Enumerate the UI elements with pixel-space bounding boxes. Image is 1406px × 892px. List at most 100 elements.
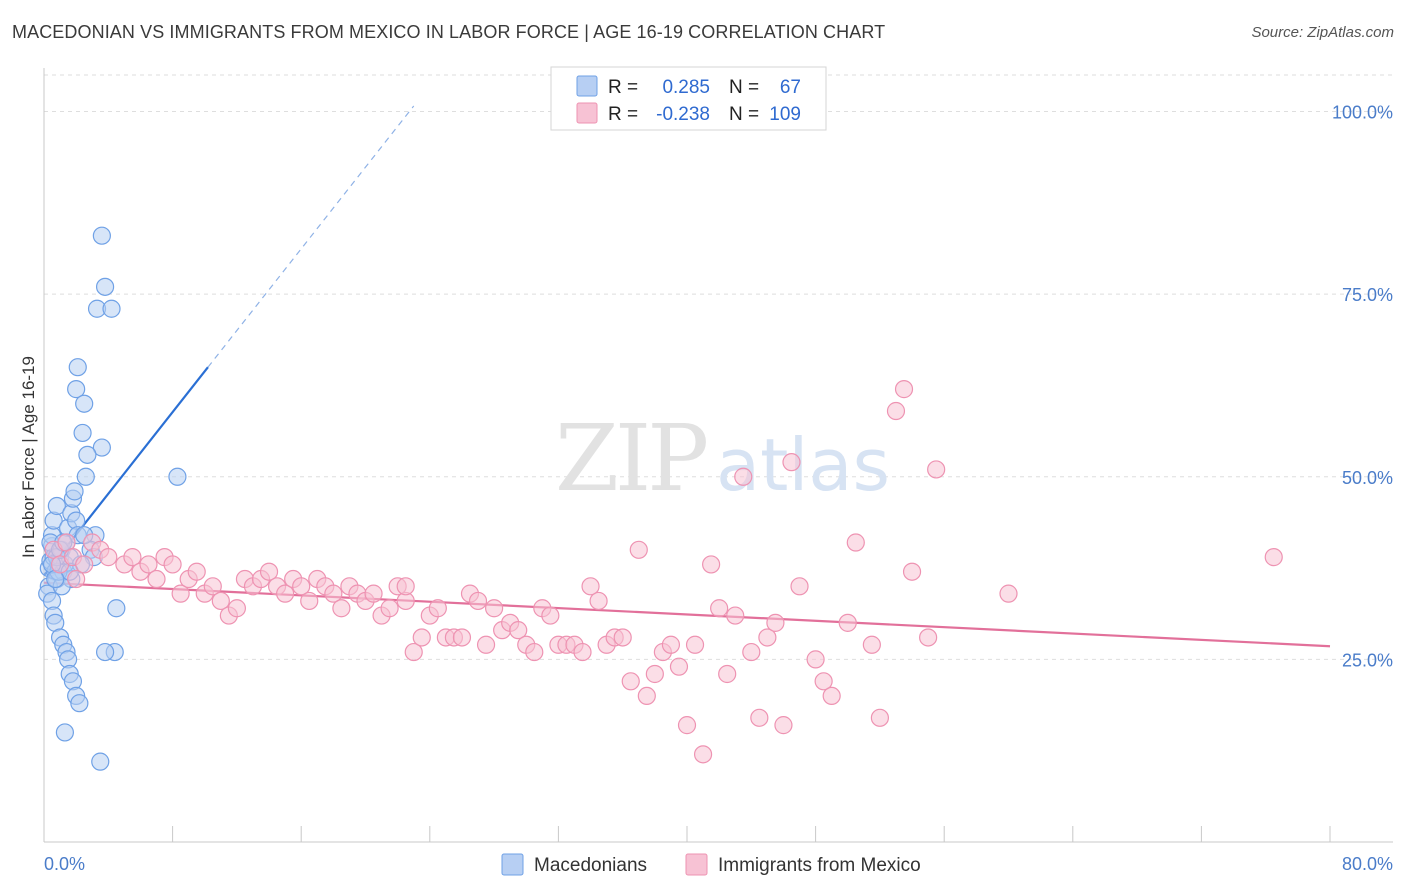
mexico-point-87 bbox=[742, 642, 761, 662]
mexico-point-75 bbox=[645, 664, 664, 684]
mexico-point-68 bbox=[589, 591, 608, 611]
legend-n-label-1: N = bbox=[729, 104, 759, 125]
mexico-point-105 bbox=[927, 460, 946, 479]
series-legend: Macedonians Immigrants from Mexico bbox=[501, 853, 921, 876]
mexico-point-84 bbox=[718, 664, 737, 684]
series-legend-swatch-macedonians bbox=[501, 853, 524, 876]
mexico-point-21 bbox=[211, 591, 230, 611]
mexico-point-15 bbox=[163, 555, 182, 574]
mexico-point-53 bbox=[468, 591, 488, 611]
legend-r-label-0: R = bbox=[608, 77, 638, 98]
macedonian-point-8 bbox=[47, 496, 66, 516]
mexico-point-42 bbox=[380, 599, 399, 618]
mexico-point-12 bbox=[139, 555, 158, 574]
macedonian-point-38 bbox=[92, 226, 111, 245]
legend-swatch-mexico bbox=[576, 102, 598, 124]
legend-r-value-1: -0.238 bbox=[656, 104, 710, 125]
mexico-point-54 bbox=[476, 635, 496, 654]
mexico-point-90 bbox=[766, 613, 785, 632]
macedonian-point-41 bbox=[102, 299, 121, 318]
y-tick-label-1: 50.0% bbox=[1342, 468, 1393, 488]
mexico-point-93 bbox=[790, 577, 809, 596]
svg-text:ZIP: ZIP bbox=[555, 405, 706, 512]
mexico-point-4 bbox=[67, 569, 86, 589]
x-tick-label-min: 0.0% bbox=[44, 854, 85, 874]
macedonian-point-52 bbox=[95, 642, 115, 662]
mexico-point-27 bbox=[259, 562, 279, 581]
legend-r-label-1: R = bbox=[608, 104, 638, 125]
mexico-point-48 bbox=[428, 599, 447, 618]
mexico-point-89 bbox=[758, 628, 777, 647]
mexico-point-8 bbox=[99, 548, 118, 567]
mexico-point-103 bbox=[902, 562, 922, 581]
mexico-point-98 bbox=[846, 533, 865, 552]
series-legend-swatch-mexico bbox=[685, 853, 708, 876]
mexico-point-40 bbox=[364, 584, 383, 603]
legend-r-value-0: 0.285 bbox=[662, 77, 710, 98]
macedonian-point-45 bbox=[73, 423, 92, 443]
axes: 25.0% 50.0% 75.0% 100.0% bbox=[43, 68, 1393, 843]
mexico-point-46 bbox=[412, 628, 431, 647]
mexico-point-74 bbox=[637, 686, 656, 706]
mexico-point-86 bbox=[734, 467, 753, 486]
stats-legend: R = 0.285 N = 67 R = -0.238 N = 109 bbox=[550, 66, 827, 131]
macedonian-point-42 bbox=[68, 358, 87, 377]
macedonian-trend-extension bbox=[207, 105, 415, 368]
series-legend-label-mexico: Immigrants from Mexico bbox=[718, 855, 921, 876]
mexico-point-5 bbox=[75, 555, 94, 574]
mexico-point-107 bbox=[1264, 548, 1283, 567]
macedonian-point-39 bbox=[95, 277, 115, 296]
mexico-point-88 bbox=[750, 708, 769, 727]
mexico-point-55 bbox=[485, 599, 504, 618]
mexico-point-45 bbox=[404, 642, 423, 662]
mexico-point-51 bbox=[452, 628, 472, 647]
mexico-point-78 bbox=[669, 657, 689, 676]
mexico-point-23 bbox=[227, 599, 246, 618]
mexico-point-29 bbox=[276, 584, 295, 603]
mexico-point-10 bbox=[123, 548, 142, 567]
chart-source: Source: ZipAtlas.com bbox=[1251, 24, 1394, 41]
macedonian-point-44 bbox=[75, 394, 94, 413]
mexico-point-83 bbox=[710, 599, 729, 618]
mexico-point-81 bbox=[693, 745, 713, 764]
mexico-point-108 bbox=[396, 577, 415, 596]
macedonian-point-49 bbox=[168, 467, 187, 486]
watermark: ZIP atlas bbox=[555, 405, 890, 512]
mexico-point-97 bbox=[838, 613, 857, 632]
series-legend-label-macedonians: Macedonians bbox=[534, 855, 647, 876]
y-tick-label-2: 75.0% bbox=[1342, 285, 1393, 305]
chart-title: MACEDONIAN VS IMMIGRANTS FROM MEXICO IN … bbox=[12, 22, 886, 42]
mexico-point-67 bbox=[581, 577, 600, 596]
data-points bbox=[38, 226, 1283, 771]
macedonian-point-46 bbox=[92, 438, 111, 457]
legend-swatch-macedonians bbox=[576, 75, 598, 97]
mexico-point-72 bbox=[621, 672, 640, 691]
mexico-point-85 bbox=[726, 606, 745, 625]
macedonian-point-47 bbox=[78, 445, 97, 464]
mexico-point-95 bbox=[814, 672, 833, 691]
y-tick-label-3: 100.0% bbox=[1332, 103, 1393, 123]
macedonian-point-43 bbox=[67, 380, 86, 399]
svg-text:atlas: atlas bbox=[716, 423, 890, 507]
mexico-point-66 bbox=[573, 642, 592, 662]
trend-lines bbox=[43, 105, 1331, 648]
mexico-point-104 bbox=[919, 628, 938, 647]
mexico-point-13 bbox=[147, 569, 166, 589]
legend-n-value-1: 109 bbox=[769, 104, 801, 125]
legend-n-label-0: N = bbox=[729, 77, 759, 98]
x-tick-label-max: 80.0% bbox=[1342, 854, 1393, 874]
y-tick-label-0: 25.0% bbox=[1342, 650, 1393, 670]
mexico-point-35 bbox=[324, 584, 343, 603]
mexico-point-80 bbox=[685, 635, 705, 654]
mexico-point-102 bbox=[894, 380, 914, 399]
mexico-point-101 bbox=[886, 401, 906, 421]
mexico-point-71 bbox=[613, 628, 632, 647]
mexico-point-73 bbox=[629, 540, 648, 559]
mexico-point-79 bbox=[677, 716, 697, 735]
mexico-point-82 bbox=[702, 555, 721, 574]
mexico-point-18 bbox=[187, 562, 206, 581]
mexico-point-58 bbox=[509, 621, 528, 640]
macedonian-point-50 bbox=[107, 599, 126, 618]
mexico-point-94 bbox=[806, 650, 825, 669]
